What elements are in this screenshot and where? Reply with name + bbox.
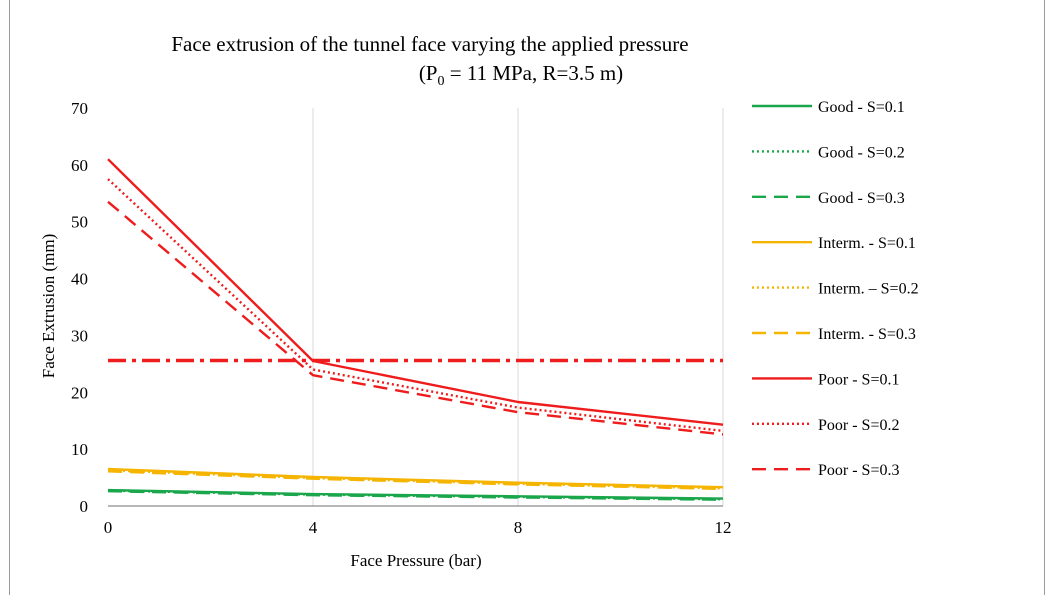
legend: Good - S=0.1 Good - S=0.2 Good - S=0.3 Inte… [752,99,919,479]
series-layer [107,158,724,501]
legend-item-0: Good - S=0.1 [752,99,905,116]
series-line-3 [107,467,724,489]
chart-subtitle: (P0 = 11 MPa, R=3.5 m) [419,61,623,89]
chart-title: Face extrusion of the tunnel face varyin… [171,32,688,56]
series-line-6 [107,158,724,426]
y-axis-label: Face Extrusion (mm) [39,234,58,378]
legend-item-1: Good - S=0.2 [752,144,905,161]
y-tick-label-7: 70 [71,99,88,118]
x-tick-labels: 0 4 8 12 [104,518,732,537]
series-line-0 [107,488,724,500]
legend-label-6: Poor - S=0.1 [818,371,899,388]
legend-item-3: Interm. - S=0.1 [752,235,916,252]
y-tick-label-0: 0 [80,497,89,516]
legend-label-2: Good - S=0.3 [818,190,905,207]
x-axis-label: Face Pressure (bar) [350,551,481,570]
y-tick-label-2: 20 [71,383,88,402]
series-line-8 [107,200,724,436]
legend-label-5: Interm. - S=0.3 [818,326,916,343]
legend-item-4: Interm. – S=0.2 [752,281,919,298]
legend-item-7: Poor - S=0.2 [752,417,899,434]
legend-item-2: Good - S=0.3 [752,190,905,207]
y-tick-labels: 0 10 20 30 40 50 60 70 [71,99,88,516]
y-tick-label-5: 50 [71,213,88,232]
y-tick-label-6: 60 [71,156,88,175]
legend-item-8: Poor - S=0.3 [752,462,899,479]
series-line-5 [107,470,724,491]
legend-label-3: Interm. - S=0.1 [818,235,916,252]
legend-label-8: Poor - S=0.3 [818,462,899,479]
legend-label-0: Good - S=0.1 [818,99,905,116]
x-tick-label-2: 8 [514,518,523,537]
legend-item-6: Poor - S=0.1 [752,371,899,388]
y-tick-label-1: 10 [71,440,88,459]
gridlines [312,108,724,506]
legend-label-1: Good - S=0.2 [818,144,905,161]
x-tick-label-0: 0 [104,518,113,537]
x-tick-label-3: 12 [715,518,732,537]
x-tick-label-1: 4 [309,518,318,537]
y-tick-label-4: 40 [71,270,88,289]
series-line-7 [107,178,724,433]
chart-frame [9,0,1045,595]
legend-label-7: Poor - S=0.2 [818,417,899,434]
legend-label-4: Interm. – S=0.2 [818,281,919,298]
legend-item-5: Interm. - S=0.3 [752,326,916,343]
series-line-2 [107,490,724,501]
y-tick-label-3: 30 [71,326,88,345]
